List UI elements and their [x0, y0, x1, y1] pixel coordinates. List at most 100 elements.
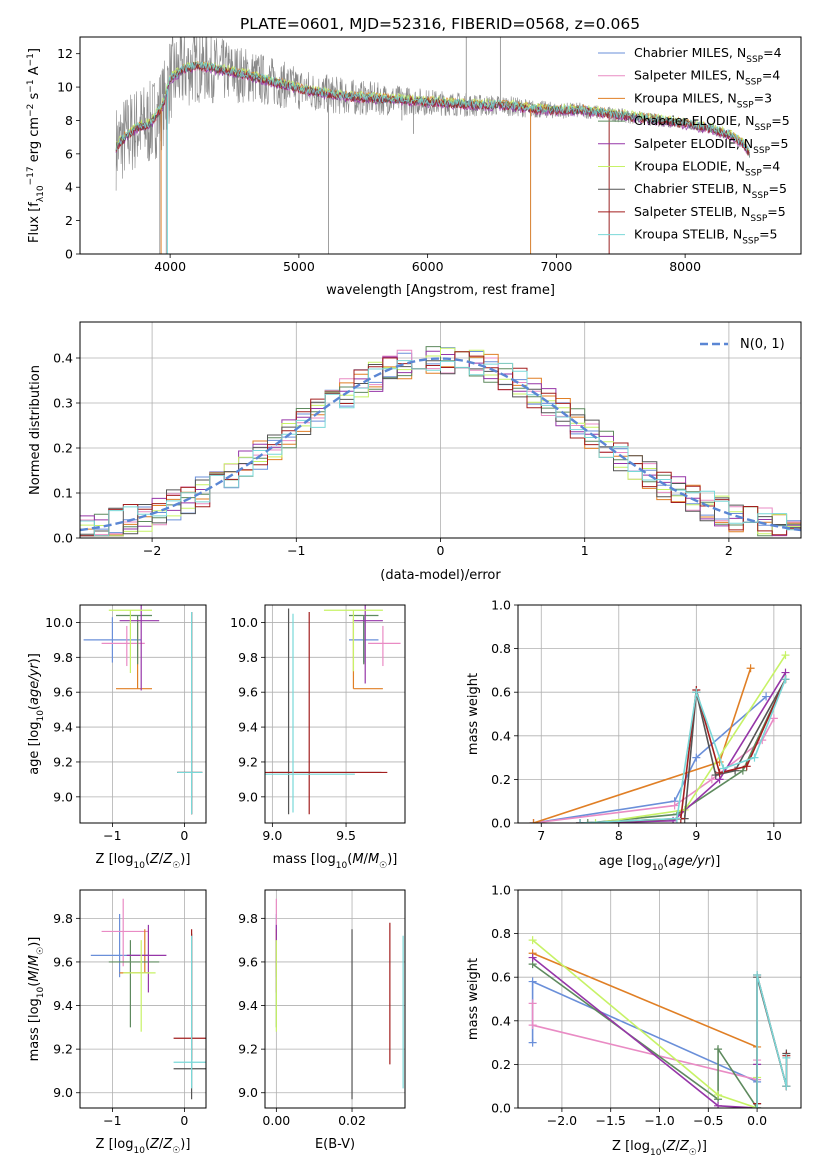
- x-tick-label: 0: [180, 828, 188, 843]
- x-tick-label: −1: [103, 828, 121, 843]
- spectrum-panel: 4000 5000 6000 7000 8000 0 2 4 6 8 10 12 wavelength …: [26, 36, 802, 298]
- point-kroupa-elodie: [123, 940, 156, 1032]
- y-axis-label: mass [log10(M/M☉)]: [27, 937, 46, 1062]
- label-part: Z [log: [96, 1137, 134, 1152]
- weight-marker: [692, 753, 701, 762]
- y-tick-label: 6: [65, 146, 73, 161]
- label-part: mass [log: [27, 998, 42, 1061]
- weight-marker: [529, 819, 538, 823]
- axes-frame: [517, 604, 802, 824]
- weight-marker: [782, 1082, 791, 1091]
- weight-marker: [528, 977, 537, 986]
- x-tick-label: 0.02: [338, 1113, 366, 1128]
- label-part: =5: [759, 227, 777, 242]
- label-part: s: [27, 92, 42, 103]
- label-part: Salpeter ELODIE, N: [634, 136, 753, 151]
- x-tick-label: −2.0: [547, 1113, 577, 1128]
- label-part: SSP: [752, 191, 769, 201]
- y-tick-label: 9.6: [53, 954, 73, 969]
- point-salpeter-elodie: [126, 924, 167, 993]
- y-tick-label: 9.6: [238, 954, 258, 969]
- label-part: M: [368, 852, 379, 867]
- label-part: (: [27, 982, 42, 987]
- weight-line-chabrier-elodie: [587, 678, 787, 823]
- mass-weight-vs-metallicity-panel: −2.0 −1.5 −1.0 −0.5 0.0 0.0 0.2 0.4 0.6 0.8 1.0 Z […: [466, 883, 802, 1158]
- label-part: 10: [36, 710, 46, 722]
- age-vs-metallicity-panel: −1 09.09.29.49.69.810.0Z [log10(Z/Z☉)]age…: [27, 604, 207, 871]
- label-part: SSP: [745, 78, 762, 88]
- mass-vs-metallicity-plot-area: [90, 898, 206, 1100]
- histogram-plot-area: [80, 346, 801, 537]
- x-tick-label: −2: [143, 543, 161, 558]
- weight-marker: [753, 1104, 762, 1108]
- y-axis-label: age [log10(age/yr)]: [27, 653, 46, 775]
- y-tick-label: 9.0: [53, 789, 73, 804]
- weight-line-kroupa-stelib: [579, 678, 787, 823]
- label-part: Z: [666, 1139, 677, 1154]
- point-chabrier-stelib: [177, 611, 203, 815]
- x-axis-label: Z [log10(Z/Z☉)]: [612, 1139, 707, 1158]
- label-part: ☉: [379, 861, 387, 871]
- weight-line-kroupa-miles: [532, 952, 758, 1108]
- label-part: /: [27, 965, 42, 970]
- weight-marker: [714, 1045, 723, 1054]
- weight-marker: [781, 675, 790, 684]
- label-part: (: [27, 705, 42, 710]
- label-part: −1: [26, 53, 36, 66]
- x-tick-label: 7: [537, 828, 545, 843]
- weight-marker: [742, 762, 751, 771]
- x-tick-label: 2: [725, 543, 733, 558]
- label-part: 10: [133, 861, 145, 871]
- weight-marker: [781, 651, 790, 660]
- y-tick-label: 0.0: [491, 816, 511, 831]
- label-part: Z: [679, 1139, 690, 1154]
- x-tick-label: 1: [581, 543, 589, 558]
- point-salpeter-stelib: [265, 611, 388, 815]
- label-part: 10: [336, 861, 348, 871]
- legend-label: Salpeter ELODIE, NSSP=5: [634, 136, 788, 156]
- label-part: Z [log: [96, 852, 134, 867]
- x-tick-label: −1.0: [644, 1113, 674, 1128]
- weight-marker: [576, 819, 585, 823]
- point-kroupa-elodie: [323, 609, 383, 672]
- y-tick-label: 0.8: [491, 926, 511, 941]
- x-tick-label: 8000: [669, 259, 701, 274]
- x-tick-label: 9.5: [336, 828, 356, 843]
- label-part: Salpeter MILES, N: [634, 68, 745, 83]
- y-tick-label: 9.8: [238, 650, 258, 665]
- weight-line-kroupa-miles: [533, 667, 752, 823]
- label-part: Z [log: [612, 1139, 650, 1154]
- x-tick-label: 0: [437, 543, 445, 558]
- y-tick-label: 9.2: [238, 754, 258, 769]
- y-tick-label: 0.0: [491, 1101, 511, 1116]
- label-part: Z: [162, 852, 173, 867]
- axes-frame: [517, 889, 802, 1109]
- histogram-panel: −2 −1 0 1 2 0.0 0.1 0.2 0.3 0.4 (data-model)/error…: [28, 321, 802, 583]
- legend-label: N(0, 1): [740, 337, 785, 352]
- x-tick-label: 8: [615, 828, 623, 843]
- label-part: 10: [133, 1146, 145, 1156]
- weight-line-chabrier-stelib: [756, 976, 788, 1104]
- label-part: SSP: [742, 237, 759, 247]
- age-vs-metallicity-plot-area: [83, 605, 203, 815]
- label-part: /: [675, 1139, 680, 1154]
- weight-line-salpeter-stelib: [579, 678, 787, 823]
- x-tick-label: 10: [766, 828, 782, 843]
- weight-line-salpeter-miles: [531, 1003, 758, 1081]
- y-tick-label: 9.8: [53, 911, 73, 926]
- y-tick-label: 1.0: [491, 883, 511, 898]
- weight-line-kroupa-stelib: [756, 974, 788, 1108]
- spectrum-plot-area: [115, 37, 750, 254]
- label-part: (: [145, 852, 150, 867]
- x-axis-label: (data-model)/error: [380, 568, 501, 583]
- weight-line-chabrier-elodie: [532, 963, 758, 1108]
- y-tick-label: 0.2: [53, 441, 73, 456]
- x-tick-label: 9: [692, 828, 700, 843]
- age-vs-mass-plot-area: [265, 605, 401, 815]
- point-kroupa-stelib: [177, 611, 203, 815]
- y-tick-label: 8: [65, 113, 73, 128]
- y-tick-label: 10: [57, 80, 73, 95]
- y-tick-label: 9.0: [53, 1085, 73, 1100]
